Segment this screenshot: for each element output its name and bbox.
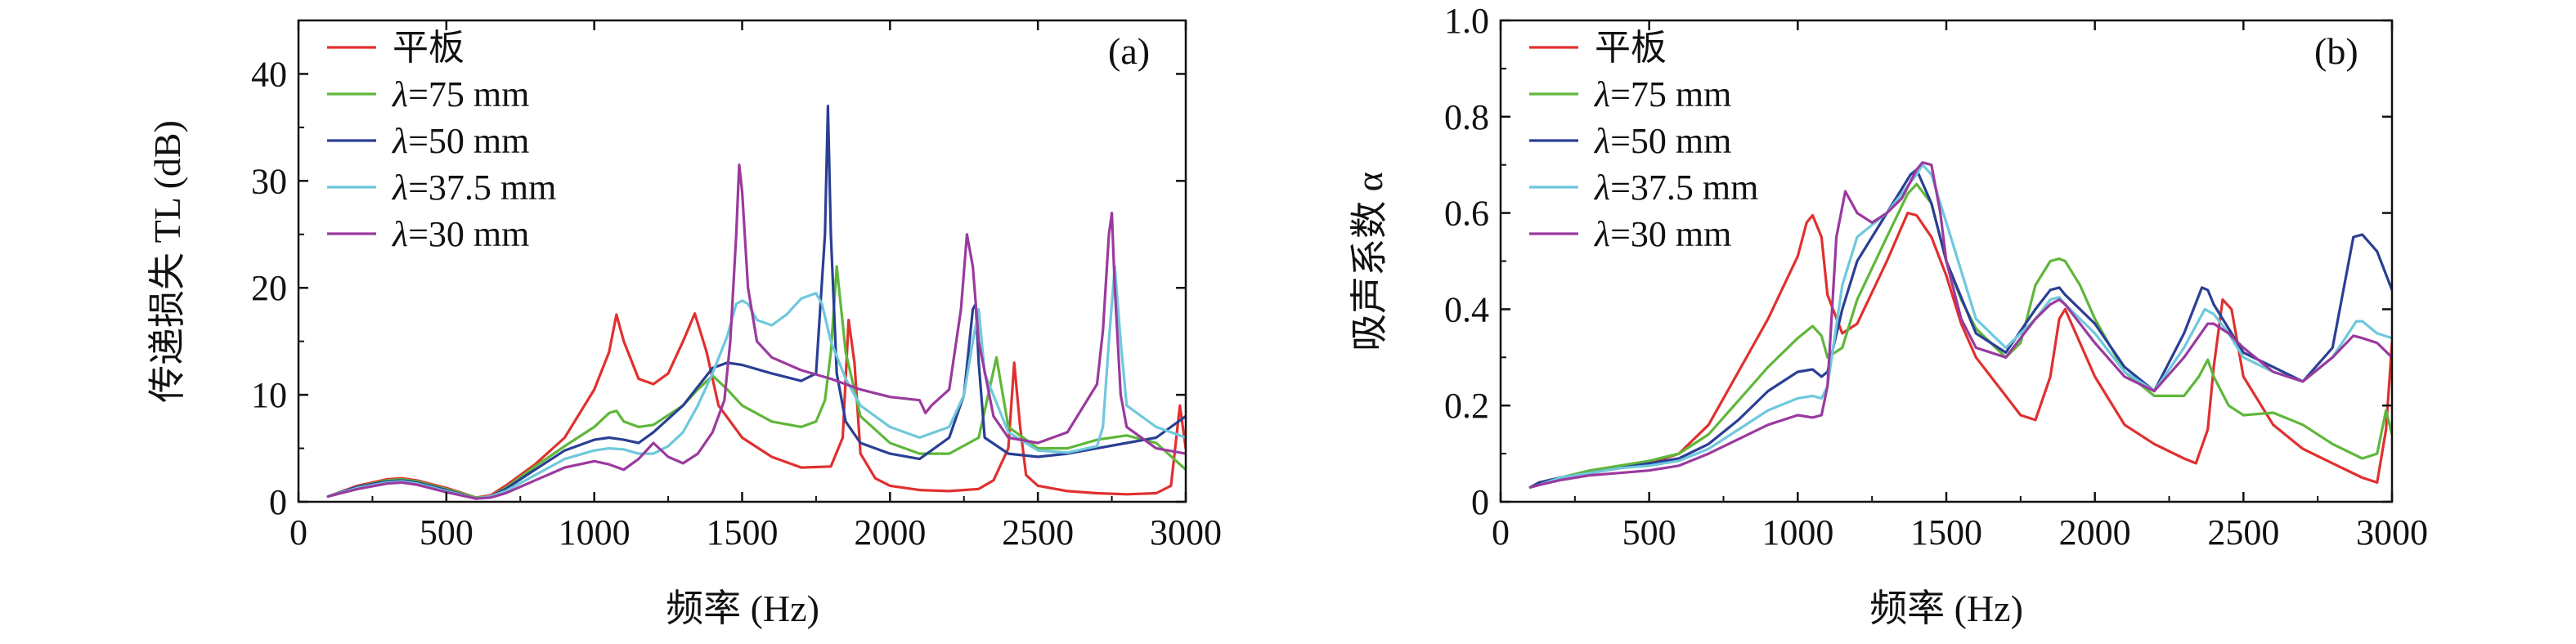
x-tick-label: 500 — [1622, 512, 1676, 552]
x-tick-label: 1000 — [559, 512, 631, 552]
y-tick-label: 0.6 — [1444, 194, 1489, 234]
x-tick-label: 2500 — [1002, 512, 1074, 552]
x-axis-label: 频率 (Hz) — [1869, 588, 2023, 629]
legend-entry: λ=50 mm — [391, 121, 529, 161]
y-tick-label: 20 — [251, 268, 287, 308]
series-line-1 — [326, 265, 1186, 499]
y-axis-label: 传递损失 TL (dB) — [146, 120, 188, 403]
series-line-4 — [1528, 161, 2392, 489]
legend-entry: λ=75 mm — [391, 74, 529, 114]
x-tick-label: 1000 — [1761, 512, 1833, 552]
legend: 平板 λ=75 mm λ=50 mm λ=37.5 mm λ=30 mm — [327, 28, 556, 254]
legend-entry: 平板 — [1595, 28, 1667, 68]
series-line-3 — [1528, 163, 2392, 489]
series-line-3 — [326, 265, 1186, 500]
legend-entry: 平板 — [393, 28, 464, 68]
x-tick-label: 0 — [1492, 512, 1510, 552]
x-tick-label: 1500 — [1910, 512, 1982, 552]
y-tick-label: 40 — [251, 54, 287, 94]
legend-entry: λ=37.5 mm — [391, 168, 556, 208]
panel-label: (a) — [1108, 30, 1150, 72]
series-line-2 — [1528, 168, 2392, 489]
x-tick-label: 0 — [289, 512, 307, 552]
legend-entry: λ=30 mm — [391, 214, 529, 254]
chart-panel-a: 0 500 1000 1500 2000 2500 3000 0 10 20 30 40 频率 (Hz)… — [146, 19, 1222, 629]
series-group — [1528, 161, 2392, 489]
series-line-2 — [326, 105, 1186, 500]
y-tick-label: 0.2 — [1444, 386, 1489, 426]
x-tick-label: 1500 — [707, 512, 779, 552]
y-tick-label: 0 — [1471, 482, 1489, 522]
series-line-0 — [326, 312, 1186, 499]
legend: 平板 λ=75 mm λ=50 mm λ=37.5 mm λ=30 mm — [1529, 28, 1758, 254]
y-axis-label: 吸声系数 α — [1349, 172, 1390, 351]
x-tick-label: 2000 — [2059, 512, 2131, 552]
panel-label: (b) — [2314, 30, 2358, 72]
y-tick-label: 30 — [251, 161, 287, 201]
series-line-4 — [326, 163, 1186, 500]
chart-panel-b: 0 500 1000 1500 2000 2500 3000 0 0.2 0.4 0.6 0.8 1.0… — [1349, 1, 2428, 629]
x-tick-label: 3000 — [1150, 512, 1222, 552]
y-tick-label: 0 — [269, 482, 287, 522]
series-line-0 — [1528, 212, 2392, 489]
x-axis-label: 频率 (Hz) — [666, 588, 819, 629]
legend-entry: λ=30 mm — [1593, 214, 1731, 254]
x-tick-label: 500 — [420, 512, 473, 552]
legend-entry: λ=75 mm — [1593, 74, 1731, 114]
legend-entry: λ=50 mm — [1593, 121, 1731, 161]
x-tick-label: 2000 — [854, 512, 926, 552]
y-tick-label: 1.0 — [1444, 1, 1489, 41]
legend-entry: λ=37.5 mm — [1593, 168, 1758, 208]
y-tick-label: 10 — [251, 375, 287, 415]
x-tick-label: 3000 — [2356, 512, 2428, 552]
x-tick-label: 2500 — [2207, 512, 2279, 552]
y-tick-label: 0.8 — [1444, 97, 1489, 137]
series-group — [326, 105, 1186, 500]
y-tick-label: 0.4 — [1444, 289, 1489, 329]
